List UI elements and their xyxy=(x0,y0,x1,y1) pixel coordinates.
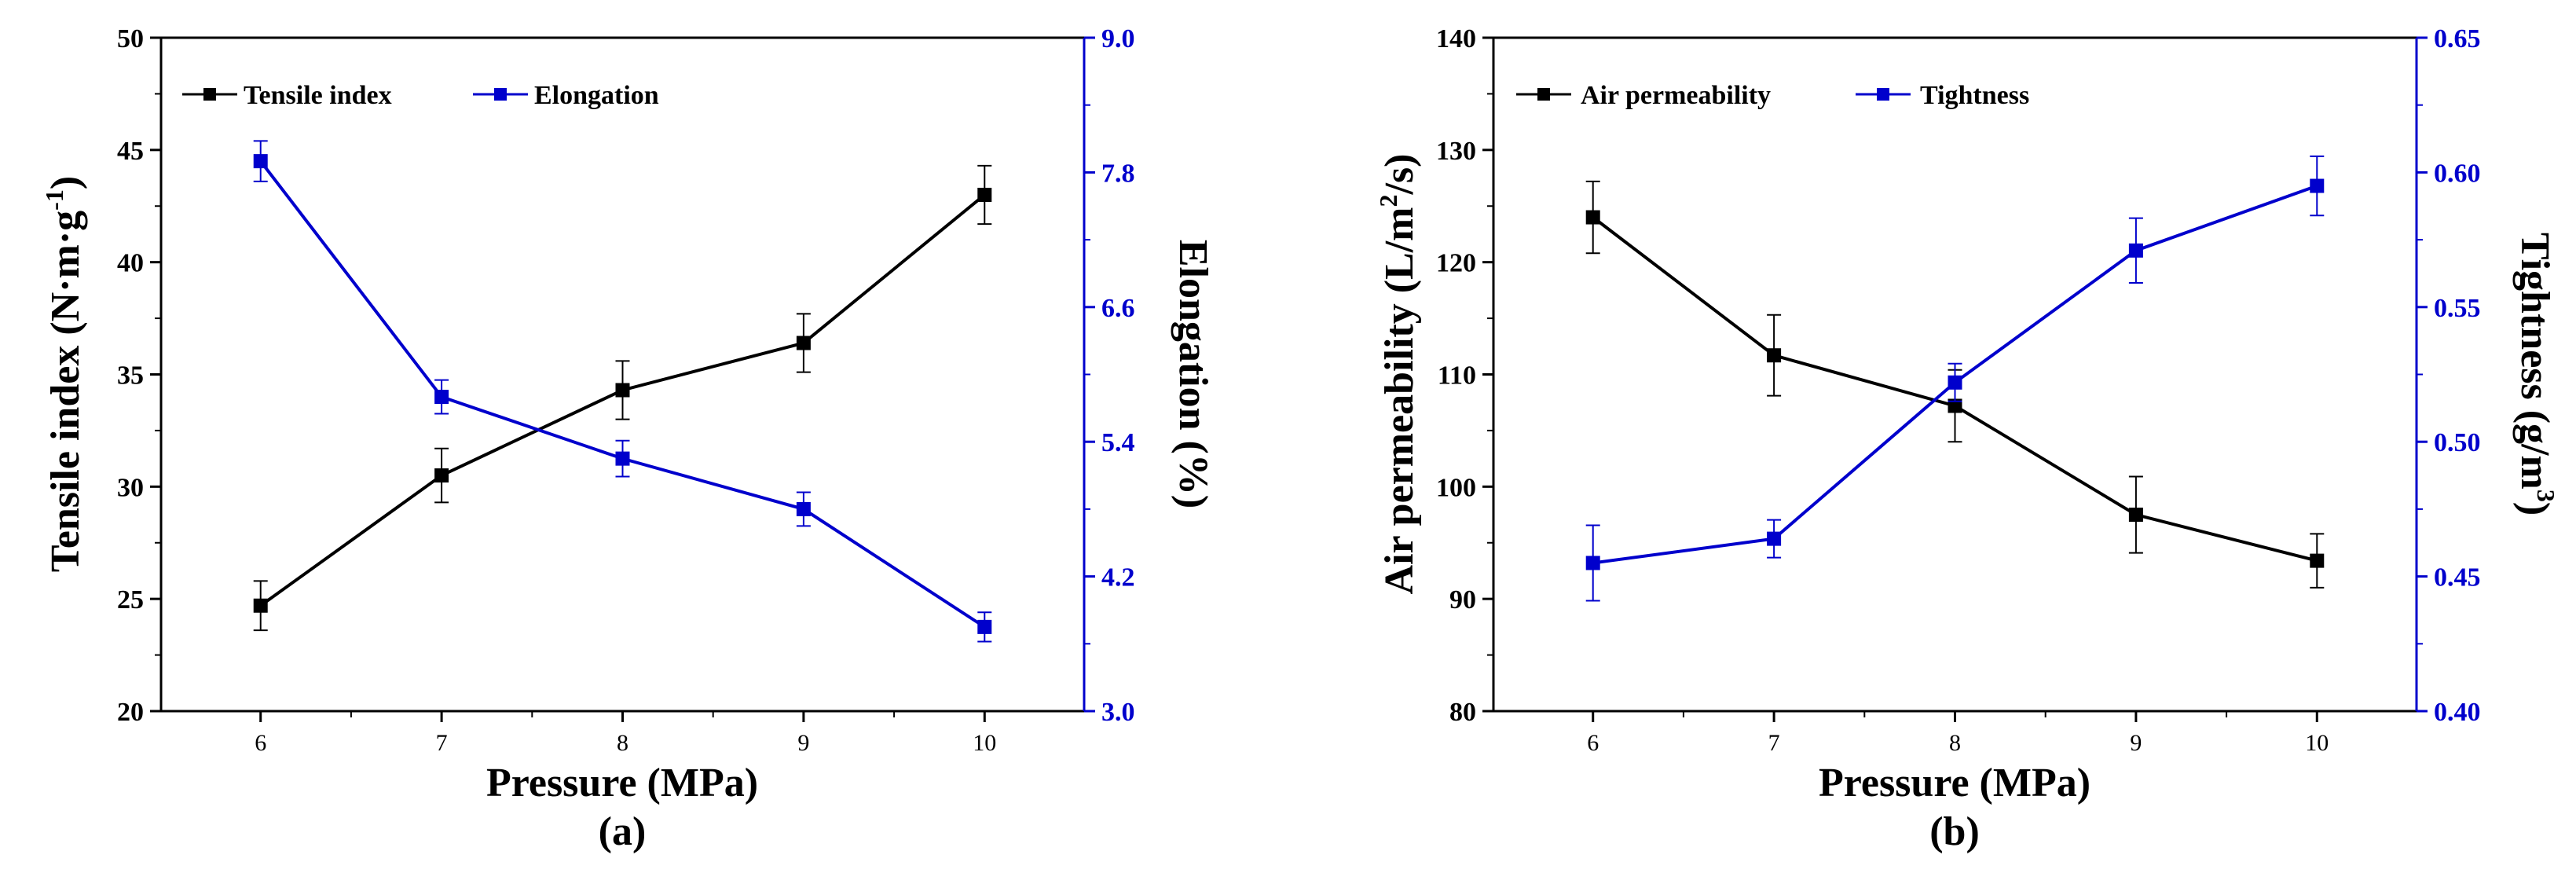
right-tick-label-0: 3.0 xyxy=(1101,698,1135,727)
legend-label-tightness: Tightness xyxy=(1920,81,2029,110)
x-axis-b: 6 7 8 9 10 xyxy=(1587,711,2329,756)
right-tick-label-0: 0.40 xyxy=(2434,698,2481,727)
left-tick-label-4: 120 xyxy=(1436,249,1476,278)
data-point-0-1 xyxy=(434,468,449,483)
left-axis-b: 80 90 100 110 120 130 140 xyxy=(1436,24,1493,727)
right-tick-label-3: 0.55 xyxy=(2434,294,2481,323)
y-axis-title-left-b: Air permeability (L/m2/s) xyxy=(1374,154,1422,595)
x-axis-a: 6 7 8 9 10 xyxy=(255,711,996,756)
panel-label-a: (a) xyxy=(599,809,647,854)
y-axis-title-left-a: Tensile index (N·m·g-1) xyxy=(40,176,88,572)
data-point-1-4 xyxy=(2310,178,2325,193)
legend-marker-elongation xyxy=(494,88,507,101)
legend-marker-tensile-index xyxy=(203,88,216,101)
left-tick-label-1: 25 xyxy=(117,585,144,614)
right-axis-b: 0.40 0.45 0.50 0.55 0.60 0.65 xyxy=(2415,24,2481,727)
right-axis-a: 3.0 4.2 5.4 6.6 7.8 9.0 xyxy=(1083,24,1135,727)
legend-marker-air-permeability xyxy=(1537,88,1550,101)
data-point-1-2 xyxy=(1948,375,1962,390)
right-tick-label-2: 5.4 xyxy=(1101,428,1135,457)
x-tick-label-1: 7 xyxy=(436,730,448,756)
left-tick-label-2: 100 xyxy=(1436,473,1476,502)
data-point-0-3 xyxy=(2128,508,2143,523)
right-tick-label-2: 0.50 xyxy=(2434,428,2481,457)
left-tick-label-4: 40 xyxy=(117,249,144,278)
y-axis-title-right-b: Tightness (g/m3) xyxy=(2512,233,2560,515)
data-point-0-1 xyxy=(1767,348,1782,363)
right-tick-label-1: 0.45 xyxy=(2434,563,2481,592)
data-point-1-1 xyxy=(434,390,449,405)
panel-b: 80 90 100 110 120 130 140 0.40 0.45 0.50 0.55 0.60… xyxy=(1374,24,2560,854)
legend-a: Tensile index Elongation xyxy=(182,81,659,110)
right-tick-label-5: 0.65 xyxy=(2434,24,2481,53)
left-tick-label-0: 80 xyxy=(1449,698,1476,727)
legend-marker-tightness xyxy=(1877,88,1889,101)
left-tick-label-0: 20 xyxy=(117,698,144,727)
legend-b: Air permeability Tightness xyxy=(1516,81,2029,110)
x-tick-label-4: 10 xyxy=(2305,730,2329,756)
data-point-0-2 xyxy=(1948,398,1962,413)
data-point-1-3 xyxy=(2128,243,2143,258)
data-point-0-3 xyxy=(796,336,811,350)
panel-a: 20 25 30 35 40 45 50 3.0 4.2 5.4 6.6 7.8 9.0 6 7 8 9 10… xyxy=(40,24,1215,854)
data-point-1-4 xyxy=(977,619,992,634)
x-tick-label-0: 6 xyxy=(1587,730,1599,756)
data-point-1-2 xyxy=(615,451,630,466)
left-tick-label-1: 90 xyxy=(1449,585,1476,614)
left-tick-label-2: 30 xyxy=(117,473,144,502)
x-tick-label-4: 10 xyxy=(973,730,996,756)
y-axis-title-right-a: Elongation (%) xyxy=(1171,240,1215,508)
legend-label-air-permeability: Air permeability xyxy=(1581,81,1771,110)
left-tick-label-3: 35 xyxy=(117,361,144,391)
x-tick-label-3: 9 xyxy=(797,730,809,756)
data-point-1-3 xyxy=(796,501,811,516)
data-point-0-0 xyxy=(253,598,268,613)
data-point-1-0 xyxy=(1585,556,1600,570)
data-point-0-2 xyxy=(615,383,630,398)
legend-label-tensile-index: Tensile index xyxy=(244,81,392,110)
left-tick-label-6: 140 xyxy=(1436,24,1476,53)
data-point-1-1 xyxy=(1767,531,1782,546)
panel-label-b: (b) xyxy=(1929,809,1980,854)
x-axis-title-a: Pressure (MPa) xyxy=(486,761,758,805)
x-axis-title-b: Pressure (MPa) xyxy=(1819,761,2090,805)
data-point-0-4 xyxy=(977,187,992,202)
series-b xyxy=(1585,155,2325,602)
left-tick-label-5: 45 xyxy=(117,137,144,166)
data-point-0-0 xyxy=(1585,210,1600,225)
legend-label-elongation: Elongation xyxy=(534,81,659,110)
left-axis-a: 20 25 30 35 40 45 50 xyxy=(117,24,161,727)
data-point-0-4 xyxy=(2310,553,2325,568)
x-tick-label-1: 7 xyxy=(1768,730,1780,756)
right-tick-label-4: 0.60 xyxy=(2434,159,2481,188)
right-tick-label-3: 6.6 xyxy=(1101,294,1135,323)
left-tick-label-6: 50 xyxy=(117,24,144,53)
series-a xyxy=(253,140,992,643)
x-tick-label-3: 9 xyxy=(2130,730,2142,756)
left-tick-label-5: 130 xyxy=(1436,137,1476,166)
right-tick-label-1: 4.2 xyxy=(1101,563,1135,592)
left-tick-label-3: 110 xyxy=(1438,361,1476,391)
x-tick-label-2: 8 xyxy=(617,730,628,756)
x-tick-label-0: 6 xyxy=(255,730,266,756)
right-tick-label-4: 7.8 xyxy=(1101,159,1135,188)
right-tick-label-5: 9.0 xyxy=(1101,24,1135,53)
data-point-1-0 xyxy=(253,154,268,169)
x-tick-label-2: 8 xyxy=(1949,730,1961,756)
